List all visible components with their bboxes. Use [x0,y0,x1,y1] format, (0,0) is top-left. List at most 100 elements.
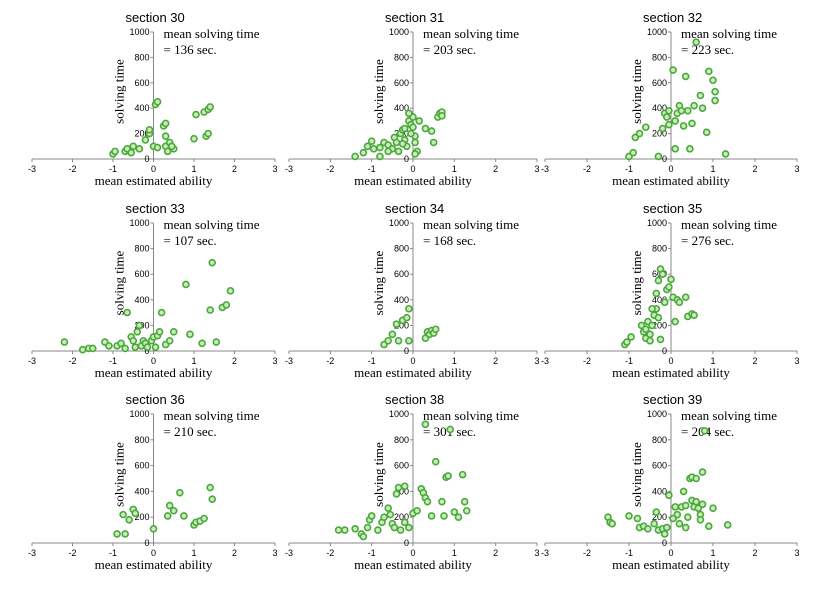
x-tick-label: 2 [493,548,498,558]
scatter-point [648,321,656,330]
scatter-point [625,512,633,520]
scatter-point [155,327,164,336]
y-tick-label: 800 [394,435,409,445]
scatter-point [696,515,705,524]
scatter-point [369,145,378,153]
mean-solving-time-annotation: = 136 sec. [164,42,217,57]
x-tick-label: 0 [151,548,156,558]
x-tick-label: 0 [668,548,673,558]
x-axis-label: mean estimated ability [354,557,472,572]
mean-solving-time-annotation: mean solving time [423,217,519,232]
scatter-point [673,510,682,519]
scatter-point [704,522,713,531]
scatter-point [121,530,129,538]
scatter-point [654,152,663,161]
scatter-point [405,304,413,313]
scatter-point [111,147,119,156]
x-tick-label: 2 [493,164,498,174]
x-axis-label: mean estimated ability [95,557,213,572]
x-tick-label: 2 [752,548,757,558]
scatter-point [169,327,178,336]
scatter-point [405,523,413,532]
scatter-point [654,276,663,285]
scatter-point [458,470,467,479]
x-tick-label: -2 [326,164,334,174]
x-tick-label: 1 [710,548,715,558]
y-tick-label: 400 [134,486,149,496]
mean-solving-time-annotation: mean solving time [681,408,777,423]
x-tick-label: 3 [794,356,799,366]
scatter-point [629,148,638,157]
scatter-point [658,270,667,279]
scatter-point [681,523,690,532]
scatter-point [702,128,711,137]
scatter-point [688,119,696,128]
x-tick-label: -3 [541,548,549,558]
scatter-point [690,311,698,319]
scatter-point [711,96,719,105]
scatter-point [633,514,642,523]
scatter-point [363,523,372,532]
scatter-point [635,129,644,138]
scatter-point [696,91,705,100]
scatter-point [88,344,97,353]
scatter-point [711,87,719,96]
y-tick-label: 1000 [129,409,149,419]
mean-solving-time-annotation: = 210 sec. [164,424,217,439]
scatter-point [153,98,162,106]
scatter-point [409,123,417,132]
x-tick-label: -1 [368,548,376,558]
y-tick-label: 1000 [129,218,149,228]
scatter-point [161,119,170,128]
y-tick-label: 600 [134,461,149,471]
x-tick-label: -1 [625,548,633,558]
scatter-point [359,148,368,157]
scatter-point [723,521,732,529]
scatter-point [675,298,684,307]
scatter-point [129,336,138,345]
scatter-point [662,113,671,121]
panel-title: section 34 [385,201,444,216]
y-tick-label: 600 [394,78,409,88]
scatter-point [334,526,343,534]
scatter-point [641,123,650,132]
y-tick-label: 800 [134,244,149,254]
x-tick-label: -2 [68,164,76,174]
y-tick-label: 1000 [647,409,667,419]
y-tick-label: 200 [394,320,409,330]
y-tick-label: 600 [134,78,149,88]
scatter-point [153,143,162,152]
scatter-point [131,509,140,518]
x-tick-label: 0 [410,548,415,558]
y-tick-label: 0 [404,538,409,548]
scatter-point [644,525,652,533]
x-tick-label: 0 [151,164,156,174]
scatter-point [127,148,136,157]
scatter-point [394,483,403,492]
scatter-point [384,147,393,156]
y-tick-label: 800 [394,244,409,254]
scatter-point [119,510,127,519]
scatter-point [133,327,142,336]
y-tick-label: 200 [394,512,409,522]
scatter-point [690,101,698,110]
x-tick-label: -3 [285,356,293,366]
y-axis-label: solving time [629,250,644,315]
scatter-point [679,122,688,130]
scatter-point [351,525,359,533]
scatter-point [386,510,395,519]
mean-solving-time-annotation: = 223 sec. [681,42,734,57]
x-tick-label: -1 [368,356,376,366]
scatter-point [671,317,680,326]
scatter-point [392,490,401,498]
panel-title: section 35 [643,201,702,216]
scatter-point [60,338,69,346]
x-tick-label: -2 [68,356,76,366]
scatter-point [129,142,138,151]
scatter-point [692,474,701,483]
mean-solving-time-annotation: mean solving time [164,217,260,232]
y-tick-label: 200 [134,129,149,139]
y-tick-label: 0 [662,154,667,164]
